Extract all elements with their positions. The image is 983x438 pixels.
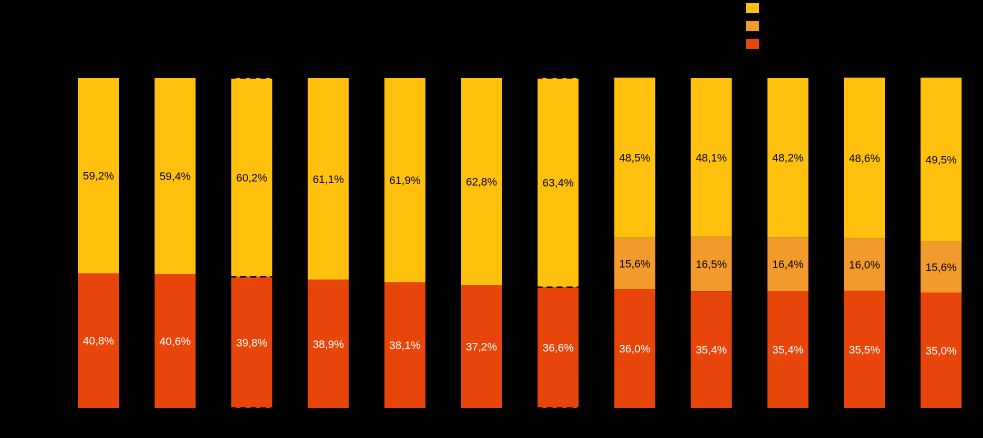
data-label-0-2: 59,2% <box>83 171 114 183</box>
legend <box>746 3 759 49</box>
bar-segment-4-2 <box>384 78 426 283</box>
data-label-7-2: 48,5% <box>619 153 650 165</box>
data-label-5-0: 37,2% <box>466 342 497 354</box>
data-label-7-0: 36,0% <box>619 344 650 356</box>
bar-segment-7-2 <box>614 77 656 238</box>
bar-segment-10-2 <box>844 77 885 239</box>
data-label-11-0: 35,0% <box>925 345 956 357</box>
bar-segment-11-2 <box>920 77 962 241</box>
data-label-8-0: 35,4% <box>696 345 727 357</box>
bar-segment-6-0 <box>537 287 579 408</box>
data-label-4-0: 38,1% <box>389 340 420 352</box>
data-label-9-0: 35,4% <box>772 345 803 357</box>
bar-segment-1-0 <box>154 274 196 408</box>
bar-segment-4-0 <box>384 282 426 408</box>
bar-segment-9-1 <box>767 237 809 292</box>
data-label-0-0: 40,8% <box>83 336 114 348</box>
bar-segment-2-0 <box>231 276 273 408</box>
data-label-8-1: 16,5% <box>696 259 727 271</box>
bar-segment-0-0 <box>78 273 119 408</box>
bar-segment-8-0 <box>690 291 732 408</box>
bar-segment-1-2 <box>154 78 196 274</box>
bar-segment-6-2 <box>537 78 579 288</box>
data-label-9-2: 48,2% <box>772 153 803 165</box>
bar-segment-9-0 <box>767 291 809 408</box>
data-label-10-0: 35,5% <box>849 344 880 356</box>
bar-segment-5-2 <box>461 78 502 286</box>
data-label-7-1: 15,6% <box>619 259 650 271</box>
bar-segment-7-1 <box>614 237 656 290</box>
data-label-8-2: 48,1% <box>696 152 727 164</box>
legend-swatch-0 <box>746 3 759 13</box>
legend-swatch-1 <box>746 21 759 31</box>
bar-segment-8-2 <box>690 78 732 237</box>
bar-highlight-outline-6 <box>535 77 581 409</box>
data-labels-layer: 40,8% 59,2% 40,6% 59,4% 39,8% 60,2% 38,9% 61,1%… <box>83 77 957 409</box>
data-label-9-1: 16,4% <box>772 259 803 271</box>
bar-segment-5-0 <box>461 285 502 408</box>
bar-segment-3-0 <box>307 279 349 408</box>
bar-segment-9-2 <box>767 78 809 238</box>
data-label-10-2: 48,6% <box>849 153 880 165</box>
bar-segment-7-0 <box>614 289 656 408</box>
data-label-2-0: 39,8% <box>236 337 267 349</box>
data-label-2-2: 60,2% <box>236 172 267 184</box>
bars-layer <box>78 77 962 408</box>
bar-segment-10-1 <box>844 238 885 291</box>
bar-segment-11-1 <box>920 241 962 293</box>
data-label-1-0: 40,6% <box>159 336 190 348</box>
data-label-5-2: 62,8% <box>466 177 497 189</box>
data-label-6-2: 63,4% <box>542 178 573 190</box>
bar-segment-3-2 <box>307 78 349 280</box>
data-label-4-2: 61,9% <box>389 175 420 187</box>
legend-swatch-2 <box>746 39 759 49</box>
data-label-1-2: 59,4% <box>159 171 190 183</box>
data-label-10-1: 16,0% <box>849 259 880 271</box>
data-label-3-0: 38,9% <box>313 339 344 351</box>
bar-segment-8-1 <box>690 236 732 292</box>
data-label-3-2: 61,1% <box>313 174 344 186</box>
bar-segment-0-2 <box>78 78 119 274</box>
bar-segment-10-0 <box>844 290 885 408</box>
bar-segment-11-0 <box>920 292 962 408</box>
bar-highlight-outline-2 <box>229 77 274 409</box>
data-label-6-0: 36,6% <box>542 343 573 355</box>
bar-segment-2-2 <box>231 78 273 277</box>
data-label-11-2: 49,5% <box>925 154 956 166</box>
data-label-11-1: 15,6% <box>925 262 956 274</box>
